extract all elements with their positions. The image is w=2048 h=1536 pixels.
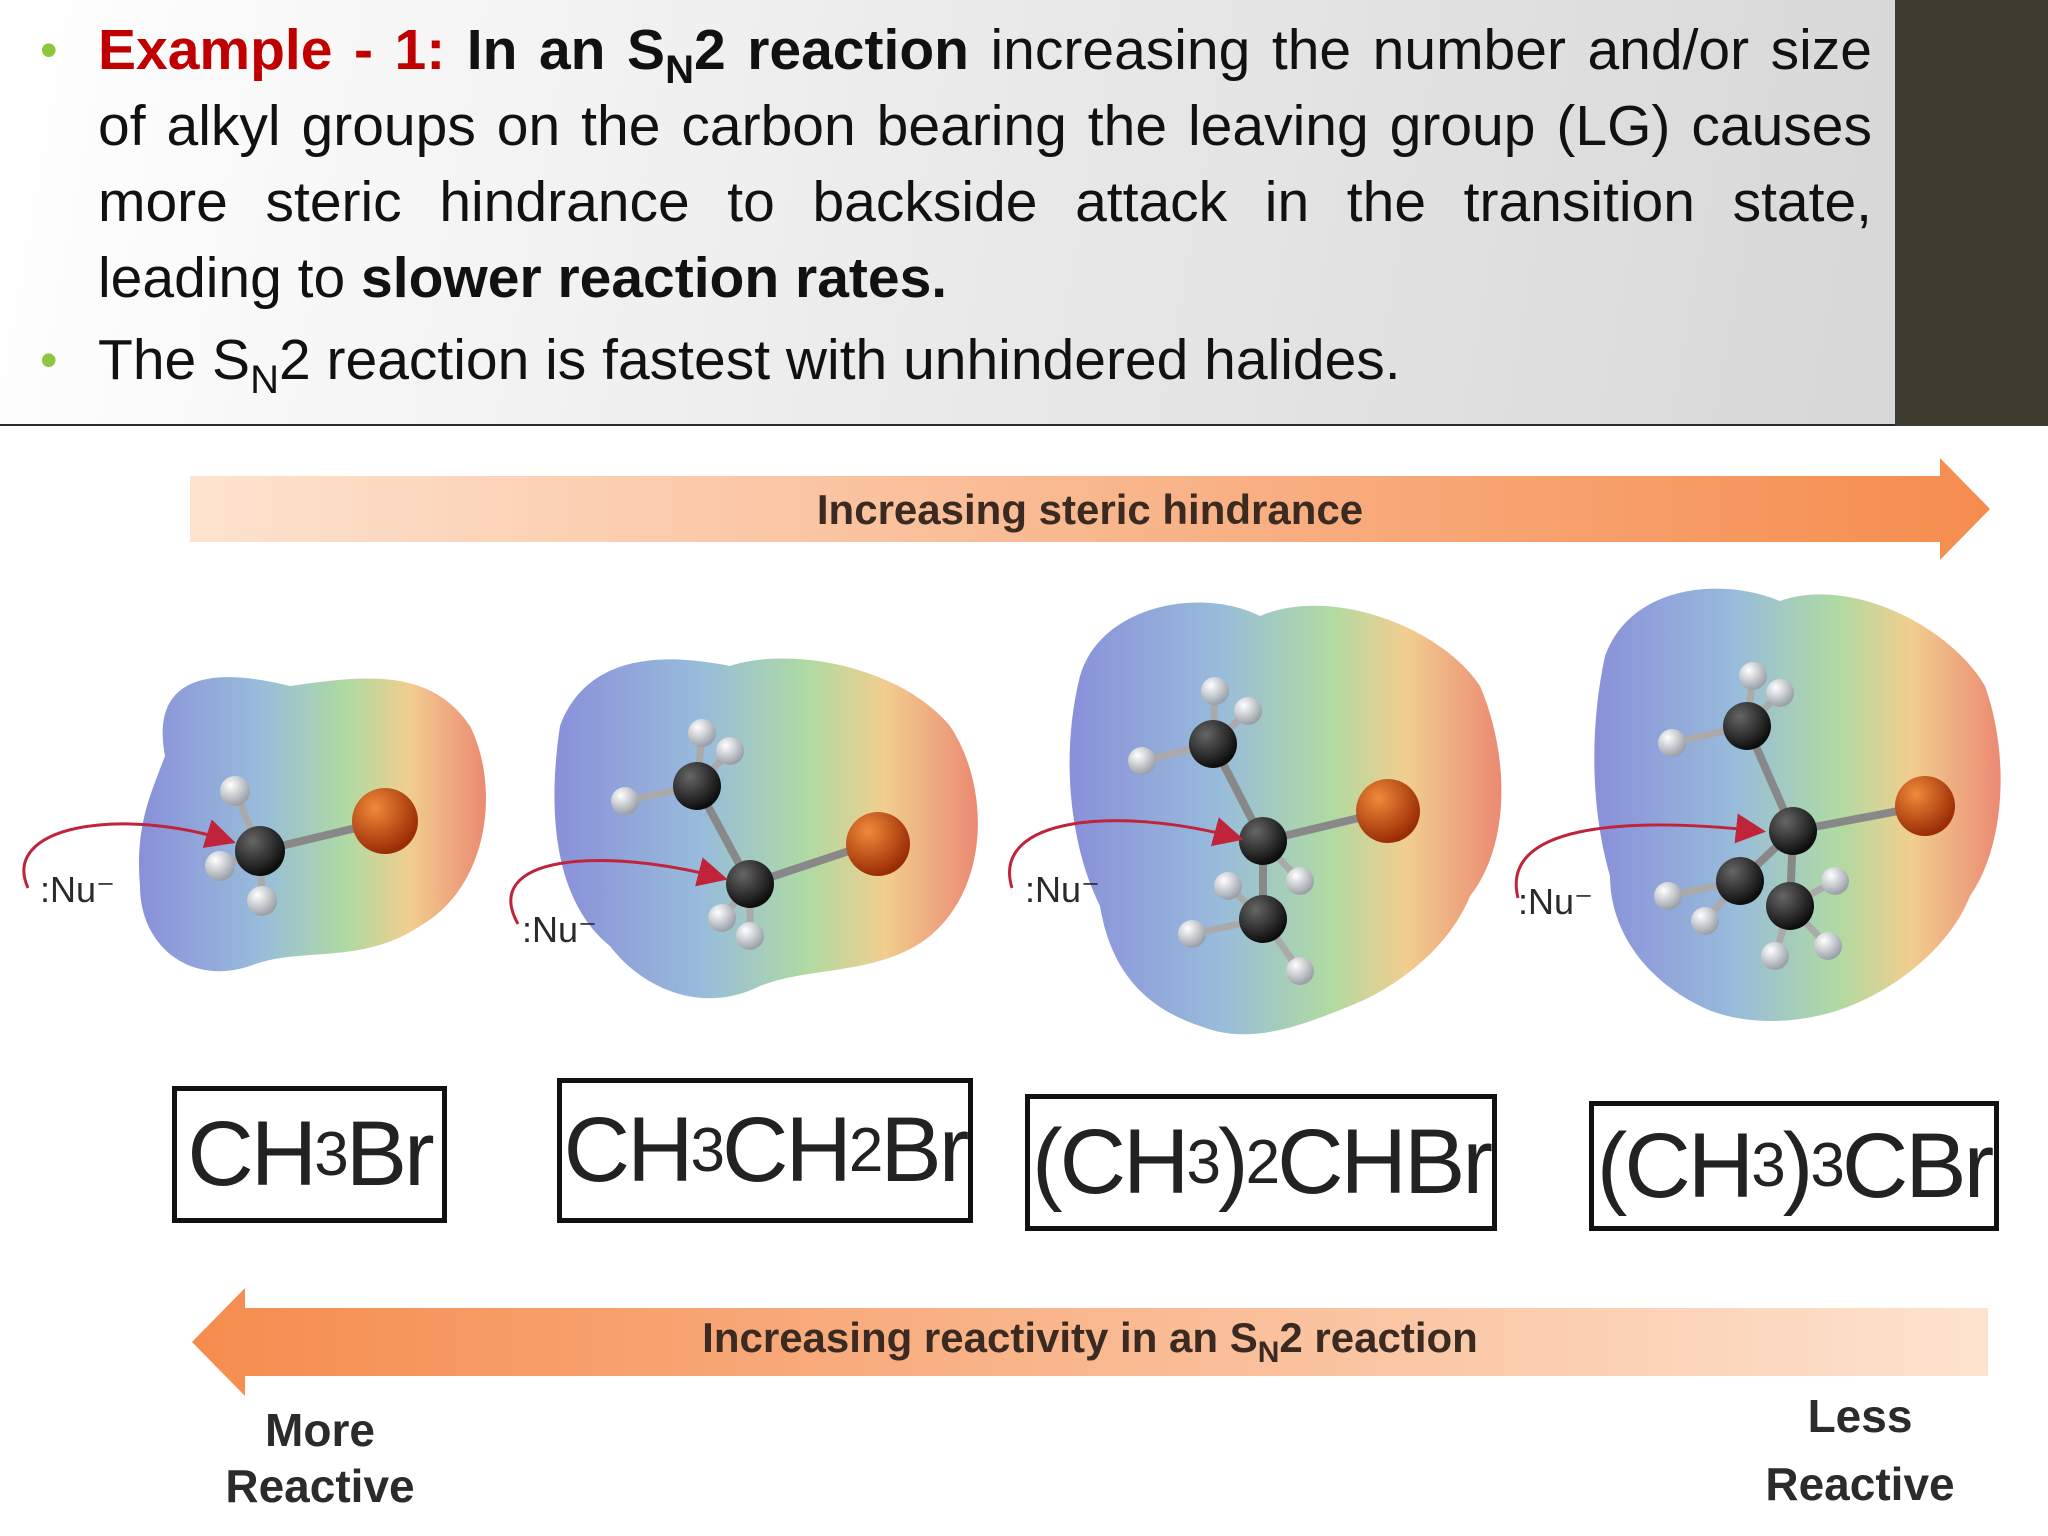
slower-rates-text: slower reaction rates. [361, 246, 948, 310]
example-label: Example - 1: [98, 18, 446, 82]
sn2-heading: In an SN2 reaction [466, 18, 969, 92]
more-reactive-label: More Reactive [225, 1404, 415, 1512]
nucleophile-label: :Nu⁻ [40, 869, 115, 910]
side-accent-bar [1895, 0, 2048, 426]
formula-ch3-3cbr: (CH 3) 3 CBr [1589, 1101, 1999, 1231]
bullet-list: • Example - 1: In an SN2 reaction increa… [40, 12, 1872, 400]
steric-hindrance-figure: Increasing steric hindrance :Nu⁻ [0, 426, 2048, 1536]
bullet-unhindered: • The SN2 reaction is fastest with unhin… [40, 322, 1872, 400]
nucleophile-label: :Nu⁻ [1518, 881, 1593, 922]
reactivity-label: Increasing reactivity in an SN2 reaction [702, 1314, 1478, 1369]
molecule-ch3br: :Nu⁻ [22, 677, 486, 972]
example-body-text: increasing the number and/or size of alk… [98, 18, 1873, 310]
nucleophile-label: :Nu⁻ [1025, 869, 1100, 910]
steric-hindrance-label: Increasing steric hindrance [817, 486, 1363, 533]
bullet-example-1: • Example - 1: In an SN2 reaction increa… [40, 12, 1872, 316]
steric-hindrance-arrow: Increasing steric hindrance [190, 458, 1990, 560]
nucleophile-label: :Nu⁻ [522, 909, 597, 950]
bullet-dot-icon: • [40, 332, 58, 388]
reactivity-arrow: Increasing reactivity in an SN2 reaction [192, 1288, 1988, 1396]
less-reactive-label: Less Reactive [1765, 1390, 1955, 1510]
molecule-ch3ch2br: :Nu⁻ [509, 658, 978, 999]
text-panel: • Example - 1: In an SN2 reaction increa… [0, 0, 1895, 426]
bullet-dot-icon: • [40, 22, 58, 78]
molecule-ch3-3cbr: :Nu⁻ [1514, 588, 2001, 1021]
formula-ch3ch2br: CH 3 CH 2 Br [557, 1078, 973, 1223]
figure-canvas: Increasing steric hindrance :Nu⁻ [22, 458, 2001, 1396]
formula-ch3br: CH 3 Br [172, 1086, 447, 1223]
molecule-ch3-2chbr: :Nu⁻ [1008, 602, 1502, 1035]
formula-ch3-2chbr: (CH 3) 2 CHBr [1025, 1094, 1497, 1231]
